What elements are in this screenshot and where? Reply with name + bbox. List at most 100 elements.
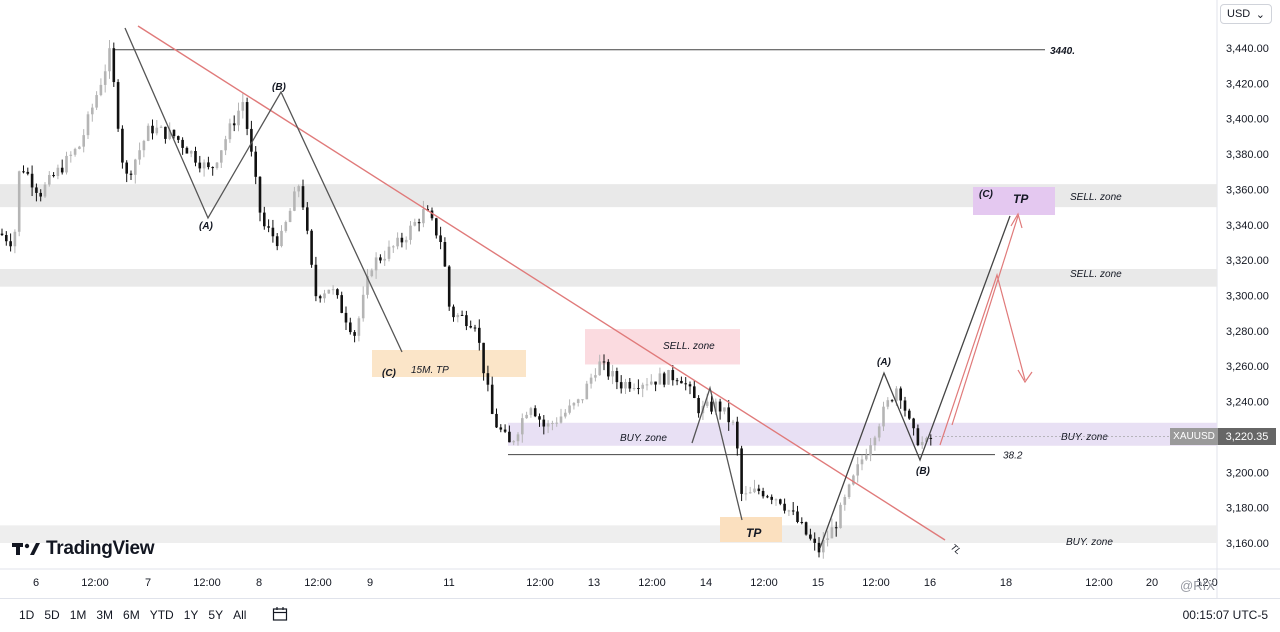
timeframe-1y[interactable]: 1Y bbox=[183, 608, 199, 622]
price-tick-label: 3,200.00 bbox=[1226, 467, 1269, 479]
buy-zone-label-right: BUY. zone bbox=[1061, 432, 1108, 443]
candle-body bbox=[482, 342, 485, 374]
candle-body bbox=[447, 266, 451, 307]
price-tick-label: 3,400.00 bbox=[1226, 114, 1269, 126]
time-tick-label: 13 bbox=[588, 577, 600, 589]
candle-body bbox=[108, 48, 111, 72]
candle-body bbox=[443, 242, 447, 267]
tradingview-logo: TradingView bbox=[12, 538, 155, 560]
price-tick-label: 3,240.00 bbox=[1226, 397, 1269, 409]
candle-body bbox=[624, 381, 627, 389]
candle-body bbox=[331, 289, 335, 291]
tradingview-icon bbox=[12, 543, 40, 555]
candle-body bbox=[852, 475, 855, 485]
candle-body bbox=[48, 174, 51, 185]
candle-body bbox=[413, 222, 417, 226]
candle-body bbox=[379, 257, 382, 261]
candle-body bbox=[65, 155, 68, 173]
timeframe-5y[interactable]: 5Y bbox=[208, 608, 224, 622]
projection-arrowhead-down bbox=[1017, 369, 1033, 384]
candle-body bbox=[637, 388, 640, 390]
candle-body bbox=[895, 388, 898, 401]
candle-body bbox=[817, 542, 821, 553]
candle-body bbox=[91, 107, 94, 115]
candle-body bbox=[688, 384, 692, 387]
currency-selector[interactable]: USD ⌄ bbox=[1220, 4, 1272, 24]
time-tick-label: 12:00 bbox=[862, 577, 890, 589]
candle-body bbox=[783, 503, 786, 511]
wave-label-b-left: (B) bbox=[272, 82, 287, 93]
level-label-3440: 3440. bbox=[1050, 46, 1075, 57]
candle-body bbox=[280, 230, 283, 247]
candle-body bbox=[882, 406, 885, 427]
candle-body bbox=[374, 257, 378, 271]
candle-body bbox=[263, 212, 266, 227]
utc-clock[interactable]: 00:15:07 UTC-5 bbox=[1182, 608, 1268, 622]
candle-body bbox=[693, 386, 696, 398]
price-chart[interactable]: 3,440.00 3,420.00 3,400.00 3,380.00 3,360.00… bbox=[0, 0, 1280, 598]
candle-body bbox=[869, 445, 872, 456]
candle-body bbox=[843, 497, 847, 505]
time-tick-label: 11 bbox=[443, 577, 454, 589]
candle-body bbox=[9, 241, 12, 247]
candle-body bbox=[559, 416, 563, 423]
timeframe-1d[interactable]: 1D bbox=[19, 608, 35, 622]
elliott-wave-left bbox=[124, 27, 403, 353]
candle-body bbox=[662, 373, 666, 385]
candle-body bbox=[912, 418, 915, 429]
candle-body bbox=[301, 186, 305, 208]
price-tick-label: 3,180.00 bbox=[1226, 503, 1269, 515]
candle-body bbox=[873, 437, 877, 446]
timeframe-5d[interactable]: 5D bbox=[44, 608, 60, 622]
candle-body bbox=[744, 493, 748, 495]
candle-body bbox=[538, 416, 541, 420]
sell-zone-label-mid: SELL. zone bbox=[663, 341, 715, 352]
candle-body bbox=[714, 401, 718, 412]
candle-body bbox=[323, 293, 326, 299]
timeframe-1m[interactable]: 1M bbox=[69, 608, 87, 622]
tp-label-upper: TP bbox=[1013, 192, 1029, 206]
candle-body bbox=[220, 150, 223, 163]
candle-body bbox=[680, 380, 683, 384]
watermark-text: @RIX bbox=[1180, 578, 1215, 593]
candle-body bbox=[241, 102, 245, 111]
candle-body bbox=[675, 380, 679, 382]
candle-body bbox=[383, 258, 386, 261]
candle-body bbox=[336, 289, 339, 296]
candle-body bbox=[228, 123, 232, 140]
candle-body bbox=[103, 71, 107, 85]
time-tick-label: 16 bbox=[924, 577, 936, 589]
candle-body bbox=[929, 437, 933, 439]
wave-label-c-left: (C) bbox=[382, 368, 397, 379]
author-watermark: @RIX bbox=[1180, 578, 1215, 593]
price-tick-label: 3,420.00 bbox=[1226, 78, 1269, 90]
candle-body bbox=[495, 413, 498, 428]
timeframe-3m[interactable]: 3M bbox=[96, 608, 114, 622]
wave-label-c-right: (C) bbox=[979, 189, 994, 200]
calendar-icon[interactable] bbox=[272, 606, 288, 622]
candle-body bbox=[916, 428, 920, 446]
candle-body bbox=[125, 162, 128, 174]
candle-body bbox=[181, 139, 184, 148]
chevron-down-icon: ⌄ bbox=[1255, 8, 1265, 21]
time-tick-label: 12:0 bbox=[1196, 577, 1217, 589]
wave-label-a-left: (A) bbox=[199, 221, 214, 232]
timeframe-ytd[interactable]: YTD bbox=[149, 608, 174, 622]
candle-body bbox=[830, 527, 834, 539]
timeframe-6m[interactable]: 6M bbox=[123, 608, 140, 622]
wave-mid bbox=[691, 385, 743, 521]
price-tick-label: 3,340.00 bbox=[1226, 220, 1269, 232]
timeframe-all[interactable]: All bbox=[233, 608, 247, 622]
candle-body bbox=[619, 382, 623, 389]
candle-body bbox=[314, 264, 318, 297]
candle-body bbox=[521, 418, 524, 435]
candle-body bbox=[52, 174, 55, 177]
last-price-tag: 3,220.35 bbox=[1218, 428, 1276, 445]
candle-body bbox=[865, 455, 868, 460]
candle-body bbox=[409, 225, 412, 240]
price-tick-label: 3,300.00 bbox=[1226, 291, 1269, 303]
candle-body bbox=[310, 230, 313, 265]
candle-body bbox=[856, 464, 859, 476]
projection-path bbox=[939, 272, 1026, 446]
candle-body bbox=[43, 184, 47, 197]
